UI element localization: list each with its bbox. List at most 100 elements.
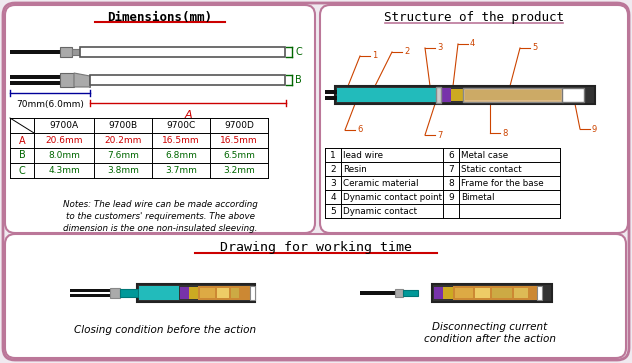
Bar [10,50,60,54]
Bar [231,288,239,298]
Text: 7: 7 [437,131,442,139]
Bar [455,288,473,298]
Text: A: A [19,135,25,146]
Bar [325,90,370,94]
Text: 5: 5 [532,44,537,53]
Text: 2: 2 [330,164,336,174]
Bar [60,73,74,87]
Bar [137,284,255,302]
Text: 9700A: 9700A [49,121,78,130]
Bar [443,287,453,299]
Text: 9700B: 9700B [109,121,138,130]
Bar [492,288,512,298]
Text: 9: 9 [592,125,597,134]
Text: 3.7mm: 3.7mm [165,166,197,175]
Text: 4.3mm: 4.3mm [48,166,80,175]
Text: 3.8mm: 3.8mm [107,166,139,175]
Text: 3: 3 [330,179,336,188]
Text: 9: 9 [448,192,454,201]
FancyBboxPatch shape [3,3,629,360]
Text: 70mm(6.0mm): 70mm(6.0mm) [16,100,84,109]
Bar [139,286,179,300]
Text: 7: 7 [448,164,454,174]
Bar [110,288,120,298]
Text: B: B [18,151,25,160]
FancyBboxPatch shape [5,5,315,233]
Bar [436,87,441,103]
Bar [403,290,418,296]
Text: 6: 6 [448,151,454,159]
Text: Resin: Resin [343,164,367,174]
Bar [395,289,403,297]
Bar [198,286,250,300]
Text: 6: 6 [357,126,362,135]
Text: Frame for the base: Frame for the base [461,179,544,188]
Text: 4: 4 [470,40,475,49]
Bar [337,88,437,102]
Bar [180,287,189,299]
Bar [10,75,60,79]
Bar [217,288,229,298]
Text: 16.5mm: 16.5mm [220,136,258,145]
Bar [189,287,198,299]
Text: Static contact: Static contact [461,164,521,174]
Text: Metal case: Metal case [461,151,508,159]
Bar [325,96,370,100]
Text: 4: 4 [330,192,336,201]
Text: Notes: The lead wire can be made according
to the customers' requirements. The a: Notes: The lead wire can be made accordi… [63,200,257,233]
Text: 5: 5 [330,207,336,216]
Bar [432,284,552,302]
Bar [90,75,285,85]
Text: Drawing for working time: Drawing for working time [220,241,412,254]
Bar [465,90,561,100]
Bar [434,287,443,299]
Text: Disconnecting current
condition after the action: Disconnecting current condition after th… [424,322,556,344]
Bar [451,89,463,101]
Text: 9700C: 9700C [166,121,196,130]
Text: B: B [295,75,301,85]
Text: C: C [18,166,25,175]
Text: Bimetal: Bimetal [461,192,494,201]
Text: 16.5mm: 16.5mm [162,136,200,145]
Text: 8.0mm: 8.0mm [48,151,80,160]
Bar [60,47,72,57]
Text: lead wire: lead wire [343,151,383,159]
Bar [441,88,451,102]
Bar [10,81,60,85]
FancyBboxPatch shape [5,234,626,358]
Bar [463,88,563,102]
Bar [120,289,138,297]
Text: 1: 1 [372,52,377,61]
Text: Closing condition before the action: Closing condition before the action [74,325,256,335]
Text: 3.2mm: 3.2mm [223,166,255,175]
Bar [475,288,490,298]
Text: 9700D: 9700D [224,121,254,130]
Text: A: A [184,110,192,120]
Bar [537,286,542,300]
Text: Dynamic contact: Dynamic contact [343,207,417,216]
Bar [72,49,80,55]
Text: 20.2mm: 20.2mm [104,136,142,145]
Text: Ceramic material: Ceramic material [343,179,418,188]
Text: 1: 1 [330,151,336,159]
Text: 7.6mm: 7.6mm [107,151,139,160]
Text: 2: 2 [404,48,410,57]
Text: C: C [295,47,301,57]
Bar [70,294,110,297]
Text: Structure of the product: Structure of the product [384,12,564,24]
Text: 6.5mm: 6.5mm [223,151,255,160]
Bar [360,291,395,295]
Bar [453,286,538,300]
Text: 20.6mm: 20.6mm [46,136,83,145]
Bar [200,288,215,298]
Text: 6.8mm: 6.8mm [165,151,197,160]
Bar [80,47,285,57]
FancyBboxPatch shape [320,5,628,233]
Bar [250,286,255,300]
Bar [335,86,595,104]
Bar [514,288,528,298]
Polygon shape [74,73,90,87]
Text: Dimensions(mm): Dimensions(mm) [107,12,212,24]
Bar [70,289,110,292]
Text: 8: 8 [502,129,507,138]
